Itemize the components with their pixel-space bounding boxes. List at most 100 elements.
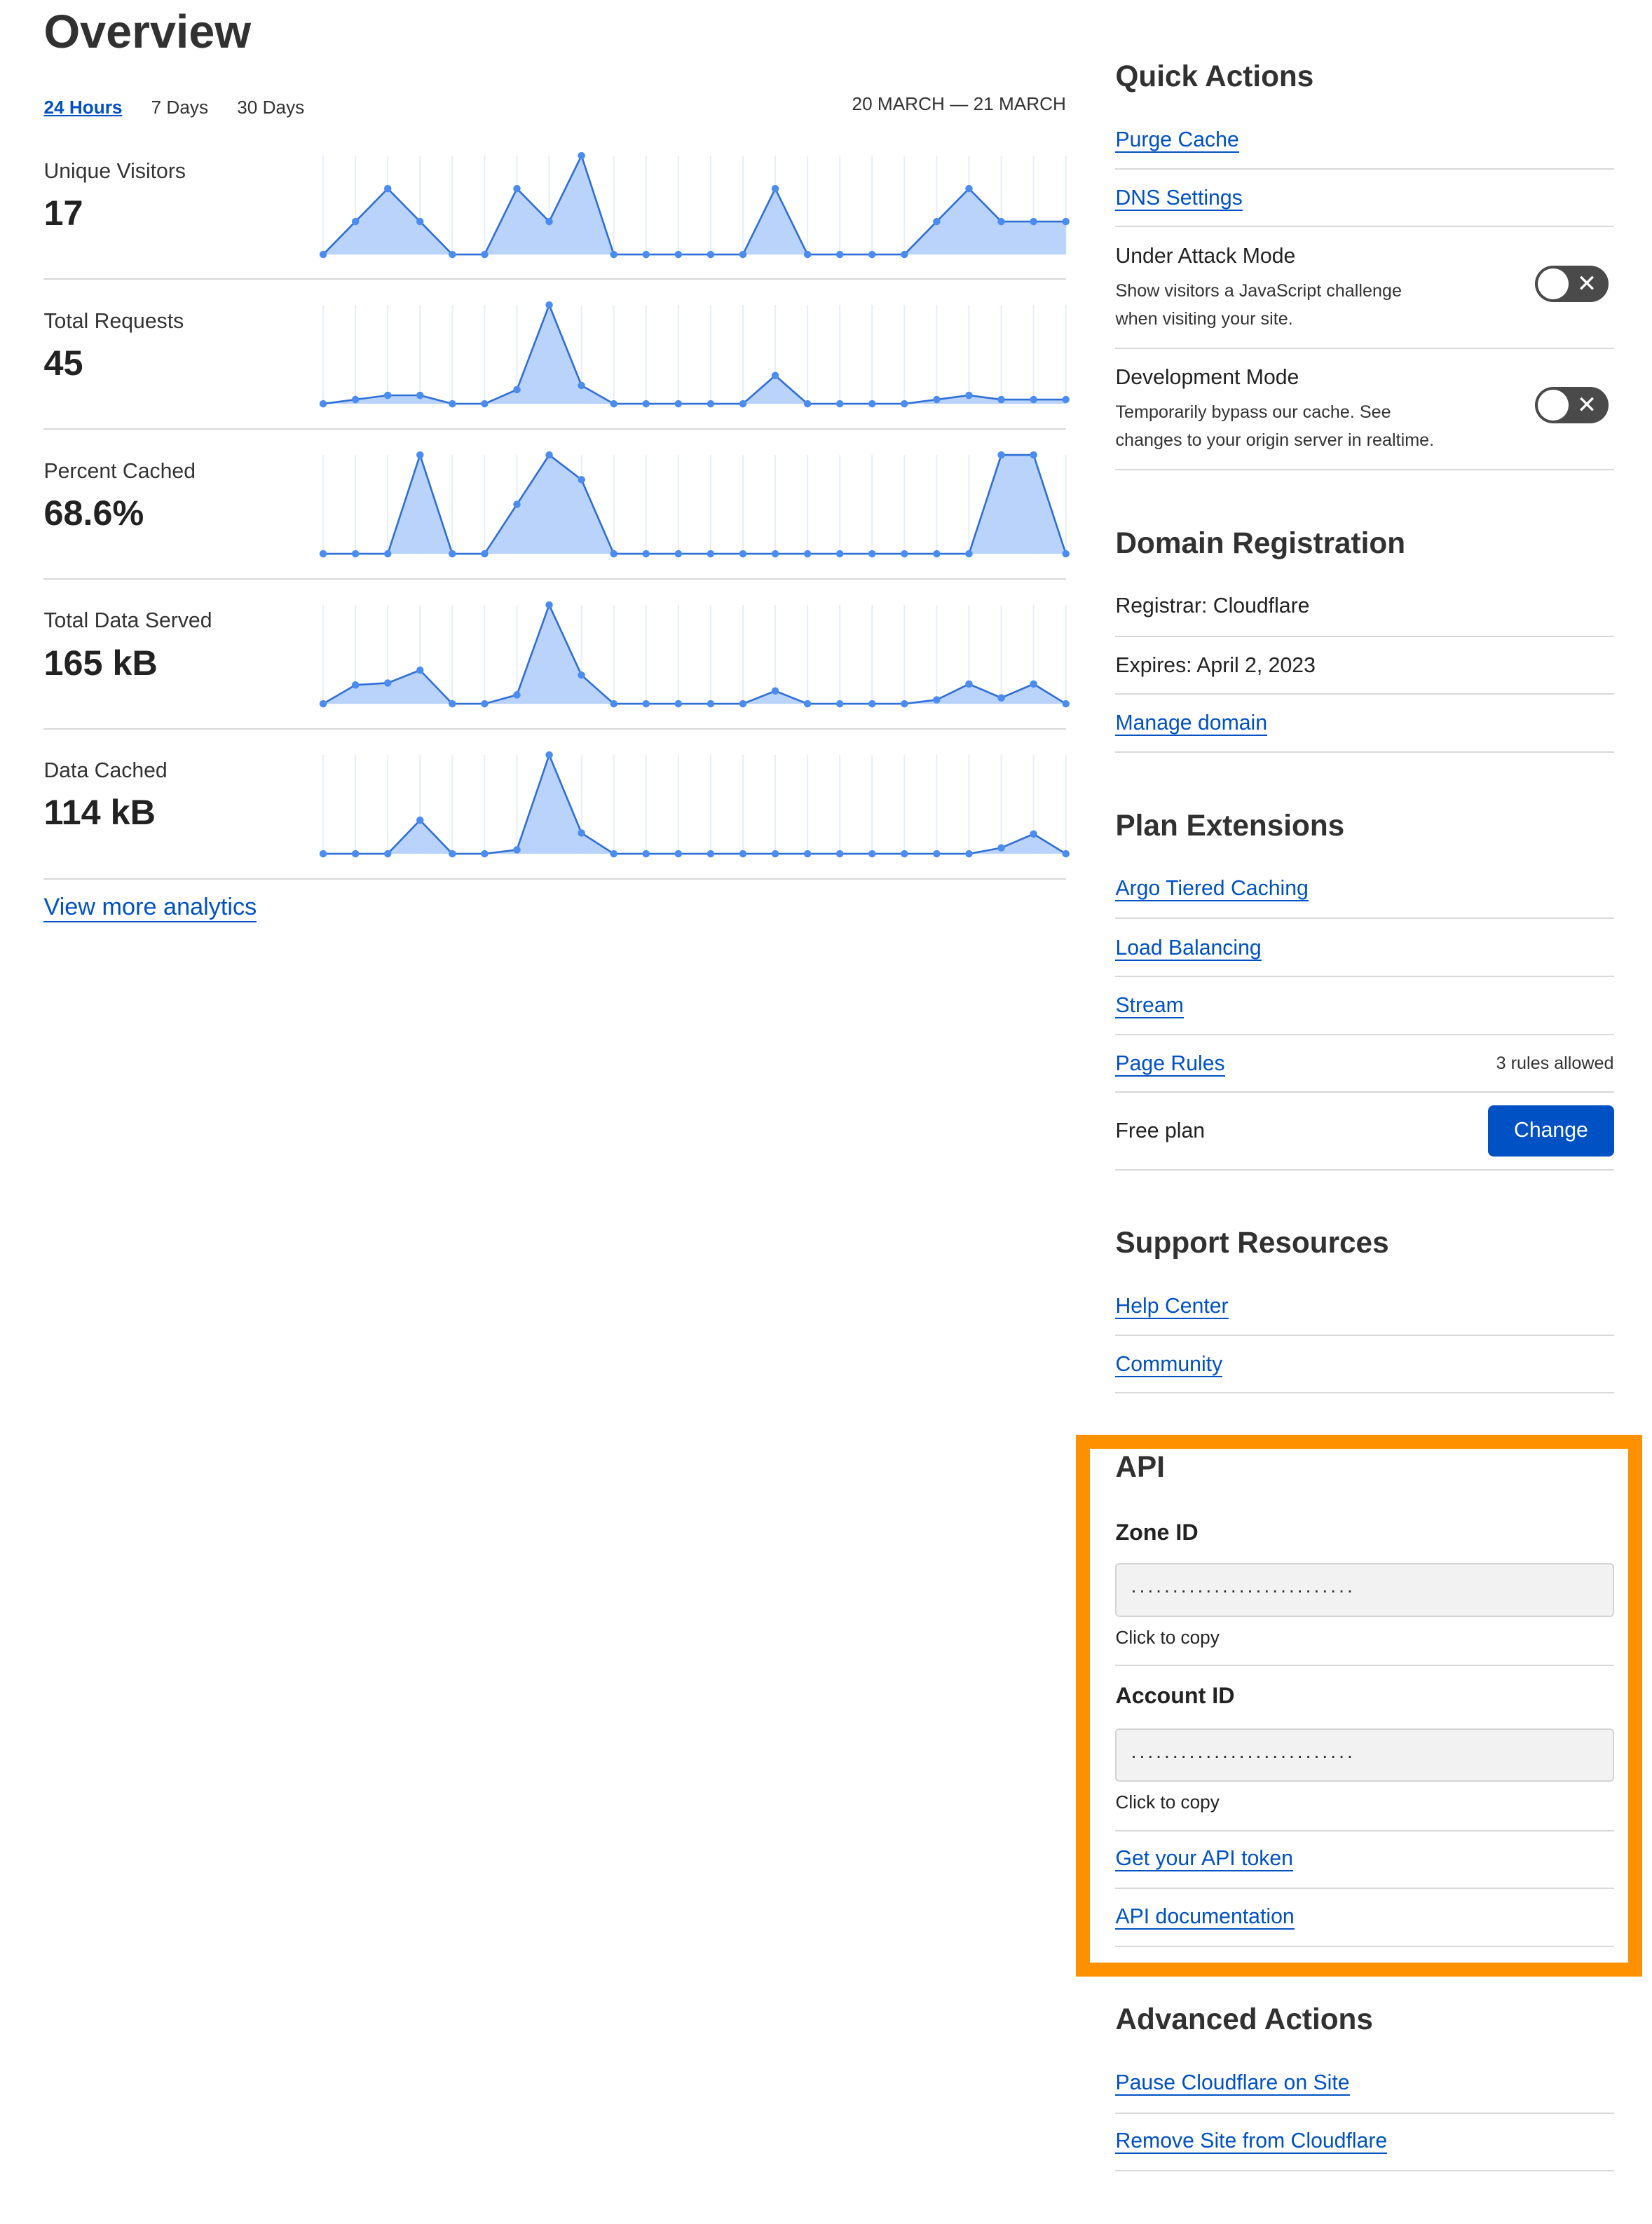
api-title: API — [1115, 1449, 1165, 1483]
sparkline-area — [323, 755, 1066, 854]
pause-cloudflare-link[interactable]: Pause Cloudflare on Site — [1115, 2071, 1350, 2096]
metric-value: 165 kB — [43, 642, 158, 683]
support-resources-title: Support Resources — [1115, 1225, 1389, 1259]
data-point — [320, 250, 327, 258]
data-point — [868, 700, 876, 708]
data-point — [804, 400, 812, 408]
community-link[interactable]: Community — [1115, 1352, 1223, 1377]
quick-actions-title: Quick Actions — [1115, 59, 1314, 93]
data-point — [836, 700, 844, 708]
data-point — [578, 151, 586, 159]
divider — [43, 278, 1066, 280]
data-point — [836, 400, 844, 408]
tab-7-days[interactable]: 7 Days — [151, 96, 209, 118]
metric-0: Unique Visitors 17 — [43, 160, 186, 233]
quick-actions-section: Quick Actions — [1115, 60, 1613, 93]
data-point — [933, 850, 941, 858]
stream-link[interactable]: Stream — [1115, 994, 1184, 1019]
metric-value: 114 kB — [43, 792, 156, 833]
data-point — [739, 850, 747, 858]
tab-30-days[interactable]: 30 Days — [237, 96, 305, 118]
data-point — [1062, 550, 1070, 558]
data-point — [352, 396, 360, 404]
data-point — [933, 696, 941, 704]
data-point — [804, 700, 812, 708]
divider — [43, 428, 1066, 430]
get-api-token-link[interactable]: Get your API token — [1115, 1846, 1293, 1871]
data-point — [642, 550, 650, 558]
data-point — [481, 250, 489, 258]
remove-site-link[interactable]: Remove Site from Cloudflare — [1115, 2129, 1388, 2154]
data-point — [1062, 850, 1070, 858]
sparkline-area — [323, 155, 1066, 254]
under-attack-toggle[interactable]: ✕ — [1534, 265, 1609, 303]
data-point — [772, 850, 779, 858]
data-point — [868, 400, 876, 408]
manage-domain-link[interactable]: Manage domain — [1115, 711, 1268, 737]
data-point — [1030, 680, 1038, 688]
data-point — [1030, 217, 1038, 225]
account-id-field[interactable]: ........................... — [1115, 1728, 1614, 1782]
data-point — [642, 400, 650, 408]
metric-label: Data Cached — [43, 759, 168, 783]
development-mode-row: Development Mode Temporarily bypass our … — [1115, 366, 1614, 470]
data-point — [352, 550, 360, 558]
data-point — [965, 850, 973, 858]
data-point — [901, 250, 908, 258]
data-point — [320, 550, 327, 558]
sparkline-area — [323, 605, 1066, 704]
data-point — [965, 184, 973, 192]
data-point — [513, 691, 521, 699]
metric-value: 17 — [43, 192, 83, 233]
data-point — [416, 217, 424, 225]
data-point — [706, 850, 715, 858]
data-point — [610, 550, 618, 558]
data-point — [513, 846, 521, 854]
purge-cache-link[interactable]: Purge Cache — [1115, 128, 1239, 154]
data-point — [513, 386, 521, 394]
divider — [43, 878, 1066, 880]
view-more-analytics-link[interactable]: View more analytics — [43, 894, 257, 923]
metric-value: 45 — [43, 342, 83, 383]
data-point — [449, 400, 456, 408]
metric-label: Total Data Served — [43, 609, 212, 633]
load-balancing-link[interactable]: Load Balancing — [1115, 936, 1262, 961]
time-range-tabs: 24 Hours 7 Days 30 Days — [43, 93, 327, 119]
data-point — [933, 550, 941, 558]
data-point — [965, 550, 973, 558]
metric-label: Total Requests — [43, 309, 184, 333]
data-point — [384, 550, 392, 558]
sparkline-line — [322, 153, 1066, 255]
advanced-actions-title: Advanced Actions — [1115, 2002, 1373, 2035]
sparkline-line — [323, 752, 1067, 855]
data-point — [901, 550, 908, 558]
page-rules-link[interactable]: Page Rules — [1115, 1051, 1225, 1077]
data-point — [868, 550, 876, 558]
data-point — [965, 680, 973, 688]
data-point — [545, 217, 554, 225]
data-point — [674, 250, 683, 258]
data-point — [1030, 830, 1038, 838]
tab-24-hours[interactable]: 24 Hours — [43, 96, 123, 118]
account-id-label: Account ID — [1115, 1683, 1235, 1709]
argo-tiered-caching-link[interactable]: Argo Tiered Caching — [1115, 877, 1309, 901]
data-point — [545, 751, 554, 759]
zone-id-field[interactable]: ........................... — [1115, 1563, 1614, 1617]
zone-id-click-to-copy: Click to copy — [1115, 1626, 1220, 1648]
data-point — [610, 400, 618, 408]
help-center-link[interactable]: Help Center — [1115, 1295, 1229, 1320]
data-point — [449, 550, 456, 558]
data-point — [804, 550, 812, 558]
data-point — [997, 396, 1006, 404]
data-point — [610, 250, 618, 258]
registrar-text: Registrar: Cloudflare — [1115, 594, 1310, 618]
domain-registration-title: Domain Registration — [1115, 526, 1406, 560]
divider — [43, 728, 1066, 730]
metric-1: Total Requests 45 — [43, 310, 184, 383]
dev-mode-toggle[interactable]: ✕ — [1534, 386, 1609, 424]
api-documentation-link[interactable]: API documentation — [1115, 1904, 1295, 1930]
change-plan-button[interactable]: Change — [1488, 1105, 1614, 1157]
data-point — [449, 850, 456, 858]
dns-settings-link[interactable]: DNS Settings — [1115, 186, 1243, 211]
sparkline-chart — [320, 451, 1070, 558]
